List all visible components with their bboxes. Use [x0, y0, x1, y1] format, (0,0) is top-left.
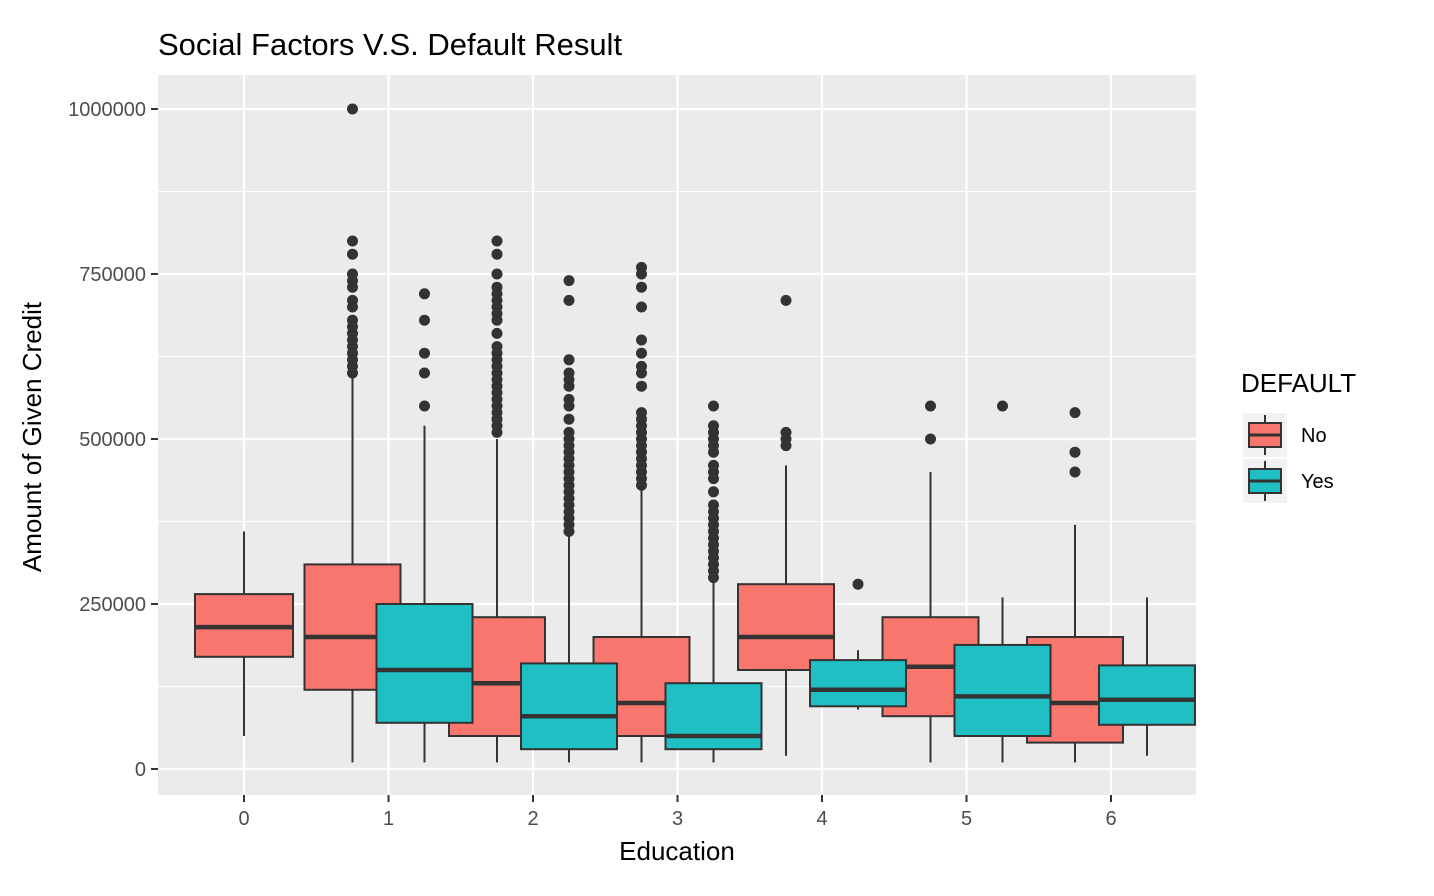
outlier-point [636, 301, 647, 313]
y-tick-label: 1000000 [68, 99, 146, 121]
outlier-point [708, 446, 719, 458]
outlier-point [636, 380, 647, 392]
outlier-point [925, 433, 936, 445]
x-tick-label: 5 [961, 808, 972, 830]
outlier-point [419, 347, 430, 359]
y-tick-label: 500000 [79, 429, 146, 451]
outlier-point [563, 275, 575, 287]
box-marks [194, 103, 1196, 763]
outlier-point [636, 268, 647, 280]
box-yes-4 [809, 578, 907, 710]
legend-key-yes: Yes [1243, 459, 1334, 503]
y-tick-label: 0 [135, 759, 146, 781]
outlier-point [491, 426, 503, 438]
outlier-point [708, 400, 719, 412]
chart-title: Social Factors V.S. Default Result [158, 27, 622, 62]
outlier-point [563, 413, 575, 425]
outlier-point [1069, 466, 1081, 478]
outlier-point [563, 380, 575, 392]
outlier-point [636, 367, 647, 379]
x-axis-title: Education [619, 836, 735, 866]
box-yes-3 [664, 400, 763, 763]
legend-title: DEFAULT [1241, 368, 1356, 398]
outlier-point [852, 578, 864, 590]
outlier-point [925, 400, 936, 412]
box-yes-6 [1098, 597, 1196, 756]
legend-label-yes: Yes [1301, 471, 1334, 493]
outlier-point [347, 367, 358, 379]
box-body [664, 682, 763, 751]
box-no-0 [194, 531, 294, 736]
outlier-point [780, 440, 792, 452]
box-no-4 [737, 294, 835, 756]
x-tick-label: 1 [383, 808, 394, 830]
outlier-point [419, 288, 430, 300]
outlier-point [563, 525, 575, 537]
box-body [520, 662, 618, 751]
box-body [375, 603, 474, 724]
outlier-point [708, 473, 719, 485]
box-body [737, 583, 835, 672]
outlier-point [491, 248, 503, 260]
x-tick-label: 0 [238, 808, 249, 830]
outlier-point [708, 572, 719, 584]
outlier-point [491, 314, 503, 326]
legend-label-no: No [1301, 425, 1327, 447]
outlier-point [347, 103, 358, 115]
x-tick-label: 2 [527, 808, 538, 830]
box-body [809, 659, 907, 708]
outlier-point [347, 281, 358, 293]
outlier-point [1069, 407, 1081, 419]
box-body [953, 643, 1052, 737]
x-axis: 0 1 2 3 4 5 6 [238, 795, 1117, 830]
outlier-point [636, 347, 647, 359]
outlier-point [563, 294, 575, 306]
outlier-point [347, 248, 358, 260]
x-tick-label: 4 [816, 808, 827, 830]
y-axis: 0 250000 500000 750000 1000000 [68, 99, 158, 781]
legend-key-no: No [1243, 413, 1327, 457]
outlier-point [419, 367, 430, 379]
outlier-point [997, 400, 1008, 412]
box-body [1098, 664, 1196, 726]
box-yes-1 [375, 288, 474, 763]
x-tick-label: 3 [672, 808, 683, 830]
outlier-point [491, 268, 503, 280]
box-yes-2 [520, 275, 618, 763]
outlier-point [491, 327, 503, 339]
y-tick-label: 250000 [79, 594, 146, 616]
y-tick-label: 750000 [79, 264, 146, 286]
outlier-point [636, 281, 647, 293]
outlier-point [419, 400, 430, 412]
x-tick-label: 6 [1105, 808, 1116, 830]
outlier-point [780, 294, 792, 306]
outlier-point [347, 301, 358, 313]
outlier-point [563, 354, 575, 366]
box-yes-5 [953, 400, 1052, 763]
outlier-point [636, 479, 647, 491]
outlier-point [491, 235, 503, 247]
outlier-point [419, 314, 430, 326]
outlier-point [708, 486, 719, 498]
outlier-point [636, 334, 647, 346]
outlier-point [1069, 446, 1081, 458]
outlier-point [563, 400, 575, 412]
outlier-point [347, 235, 358, 247]
legend: DEFAULT No Yes [1241, 368, 1356, 503]
y-axis-title: Amount of Given Credit [17, 301, 47, 572]
